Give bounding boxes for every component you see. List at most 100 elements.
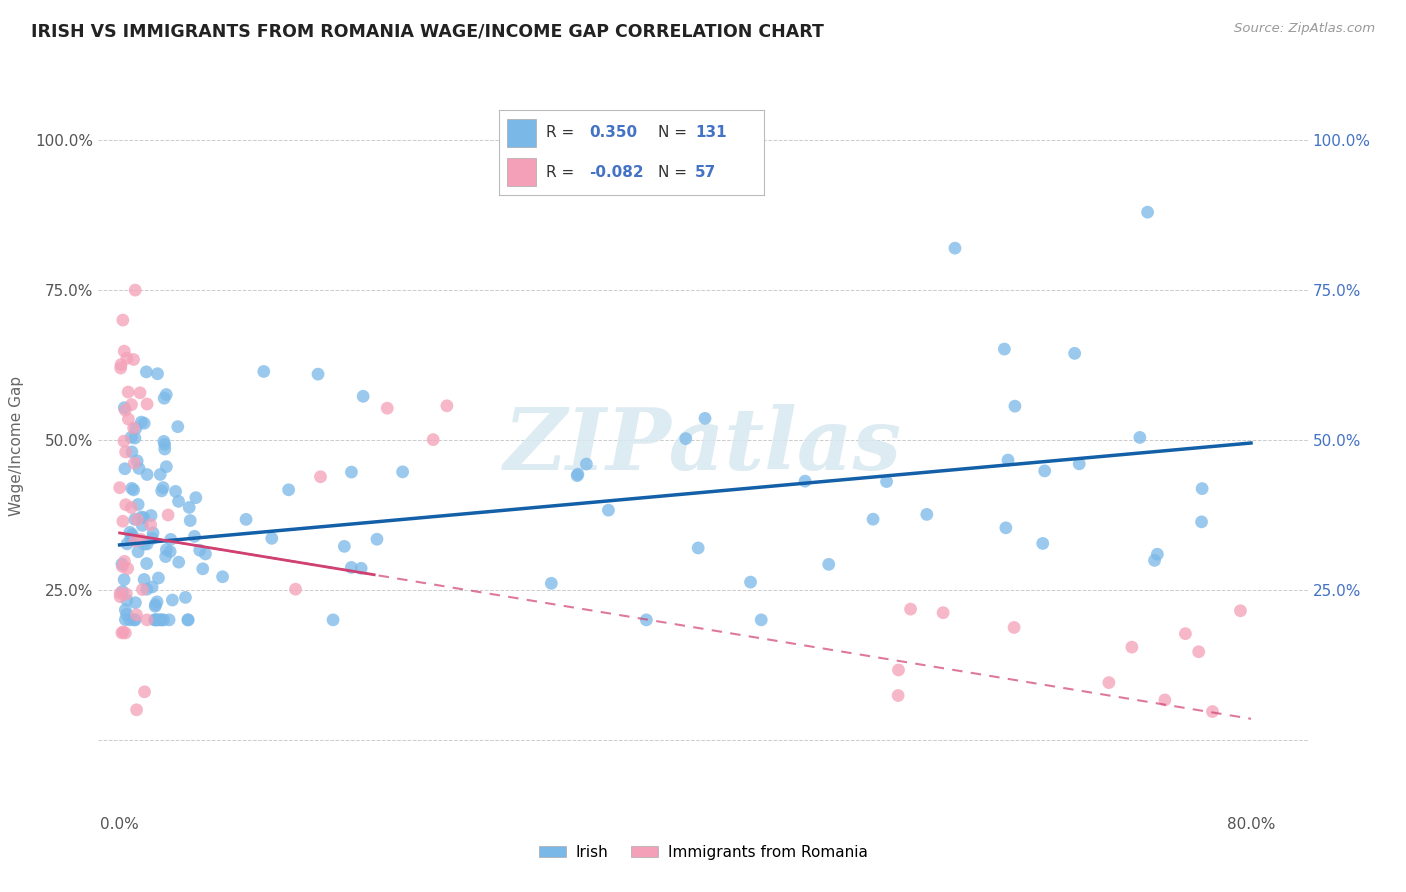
Point	[876, 475, 898, 489]
Point	[575, 457, 598, 471]
Point	[121, 445, 143, 459]
Text: 0.350: 0.350	[589, 126, 637, 140]
Point	[120, 532, 142, 546]
Point	[915, 508, 938, 522]
Point	[150, 613, 173, 627]
Point	[900, 602, 922, 616]
Point	[112, 624, 135, 639]
Point	[108, 590, 131, 604]
Point	[157, 613, 180, 627]
Point	[131, 582, 153, 597]
Point	[150, 613, 173, 627]
Point	[1229, 604, 1251, 618]
Point	[110, 361, 132, 376]
Point	[117, 385, 139, 400]
Point	[932, 606, 955, 620]
Point	[134, 417, 156, 431]
Y-axis label: Wage/Income Gap: Wage/Income Gap	[10, 376, 24, 516]
Point	[127, 498, 149, 512]
Point	[134, 685, 156, 699]
Point	[146, 367, 169, 381]
Text: 131: 131	[695, 126, 727, 140]
Point	[155, 387, 177, 401]
Point	[135, 365, 157, 379]
Point	[1188, 645, 1211, 659]
Point	[1063, 346, 1085, 360]
Point	[131, 518, 153, 533]
Point	[167, 555, 190, 569]
Point	[125, 703, 148, 717]
Point	[112, 554, 135, 568]
Point	[174, 591, 197, 605]
Point	[155, 459, 177, 474]
Point	[122, 421, 145, 435]
Point	[121, 482, 143, 496]
Point	[118, 525, 141, 540]
Point	[124, 512, 146, 526]
Point	[1032, 536, 1054, 550]
Point	[111, 313, 134, 327]
Point	[693, 411, 716, 425]
Point	[115, 587, 138, 601]
Point	[943, 241, 966, 255]
Point	[366, 533, 388, 547]
Point	[1146, 547, 1168, 561]
Point	[375, 401, 398, 416]
Point	[146, 595, 169, 609]
Point	[155, 549, 177, 564]
Point	[179, 500, 201, 515]
Point	[132, 573, 155, 587]
Point	[177, 613, 200, 627]
Point	[114, 603, 136, 617]
Point	[143, 613, 166, 627]
Point	[110, 358, 132, 372]
Point	[1153, 693, 1175, 707]
Point	[162, 593, 184, 607]
FancyBboxPatch shape	[506, 159, 536, 186]
Point	[135, 582, 157, 597]
Point	[253, 364, 276, 378]
Point	[108, 586, 131, 600]
Point	[117, 412, 139, 426]
Point	[159, 544, 181, 558]
Point	[124, 613, 146, 627]
Point	[166, 419, 188, 434]
Point	[120, 430, 142, 444]
Point	[1098, 675, 1121, 690]
Point	[143, 613, 166, 627]
Point	[153, 391, 176, 405]
Point	[436, 399, 458, 413]
Point	[114, 613, 136, 627]
Point	[142, 525, 165, 540]
Point	[997, 453, 1019, 467]
Text: IRISH VS IMMIGRANTS FROM ROMANIA WAGE/INCOME GAP CORRELATION CHART: IRISH VS IMMIGRANTS FROM ROMANIA WAGE/IN…	[31, 22, 824, 40]
Text: N =: N =	[658, 126, 688, 140]
Point	[817, 558, 839, 572]
Point	[749, 613, 772, 627]
Point	[112, 344, 135, 359]
Point	[1136, 205, 1159, 219]
Point	[117, 561, 139, 575]
Point	[127, 454, 149, 468]
Point	[1004, 399, 1026, 413]
Point	[149, 467, 172, 482]
Point	[114, 626, 136, 640]
Point	[179, 514, 201, 528]
Point	[540, 576, 562, 591]
Point	[124, 456, 146, 470]
Point	[183, 529, 205, 543]
Point	[127, 513, 149, 527]
Point	[124, 596, 146, 610]
Point	[235, 512, 257, 526]
Point	[118, 613, 141, 627]
Point	[132, 510, 155, 524]
Point	[143, 599, 166, 614]
Point	[136, 613, 159, 627]
Point	[333, 540, 356, 554]
Point	[111, 584, 134, 599]
Point	[177, 613, 200, 627]
Point	[567, 467, 589, 482]
Point	[114, 403, 136, 417]
Point	[391, 465, 413, 479]
Point	[184, 491, 207, 505]
